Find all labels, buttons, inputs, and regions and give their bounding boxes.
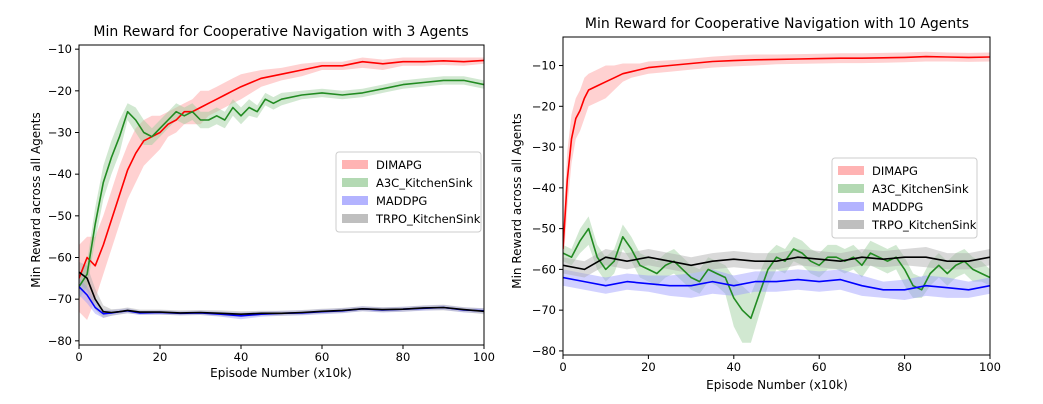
legend-swatch	[342, 196, 368, 205]
x-tick-label: 100	[473, 350, 495, 364]
y-tick-label: −50	[532, 222, 556, 236]
band-trpo-kitchensink	[79, 261, 484, 318]
series-layer	[563, 51, 990, 343]
y-axis-label: Min Reward across all Agents	[510, 113, 524, 289]
band-dimapg	[79, 57, 484, 320]
series-layer	[79, 57, 484, 320]
x-tick-label: 40	[234, 350, 249, 364]
y-tick-label: −60	[532, 262, 556, 276]
band-dimapg	[563, 51, 990, 270]
x-tick-label: 60	[315, 350, 330, 364]
legend-swatch	[342, 178, 368, 187]
chart-3-agents: Min Reward for Cooperative Navigation wi…	[29, 24, 495, 380]
x-tick-label: 20	[153, 350, 168, 364]
x-tick-label: 60	[812, 360, 827, 374]
chart-title: Min Reward for Cooperative Navigation wi…	[585, 16, 969, 32]
legend-swatch	[838, 202, 864, 211]
band-maddpg	[563, 269, 990, 300]
line-dimapg	[79, 59, 484, 279]
line-a3c-kitchensink	[563, 227, 990, 320]
axes-frame	[562, 36, 991, 356]
legend-swatch	[838, 166, 864, 175]
legend-label: MADDPG	[376, 194, 427, 208]
legend-swatch	[342, 160, 368, 169]
x-tick-label: 80	[897, 360, 912, 374]
axes-frame	[78, 44, 485, 346]
y-tick-label: −80	[48, 334, 72, 348]
legend-box	[831, 157, 978, 239]
legend-label: MADDPG	[872, 200, 923, 214]
legend-label: A3C_KitchenSink	[376, 176, 473, 190]
legend-label: TRPO_KitchenSink	[375, 212, 481, 226]
y-tick-label: −20	[532, 99, 556, 113]
legend-swatch	[342, 214, 368, 223]
y-tick-label: −20	[48, 84, 72, 98]
legend-label: A3C_KitchenSink	[872, 182, 969, 196]
line-a3c-kitchensink	[79, 79, 484, 288]
legend-label: DIMAPG	[872, 164, 918, 178]
x-tick-label: 40	[726, 360, 741, 374]
x-tick-label: 80	[396, 350, 411, 364]
legend-label: DIMAPG	[376, 158, 422, 172]
legend-box	[335, 151, 482, 233]
line-dimapg	[563, 55, 990, 250]
x-tick-label: 20	[641, 360, 656, 374]
x-axis-label: Episode Number (x10k)	[706, 378, 848, 392]
x-tick-label: 100	[979, 360, 1001, 374]
y-axis-label: Min Reward across all Agents	[29, 112, 43, 288]
legend-swatch	[838, 220, 864, 229]
line-trpo-kitchensink	[563, 256, 990, 271]
legend: DIMAPG A3C_KitchenSink MADDPG TRPO_KitchenS…	[335, 151, 482, 233]
x-tick-label: 0	[75, 350, 82, 364]
band-a3c-kitchensink	[563, 216, 990, 343]
line-trpo-kitchensink	[79, 271, 484, 316]
y-tick-label: −60	[48, 251, 72, 265]
y-tick-label: −50	[48, 209, 72, 223]
legend-label: TRPO_KitchenSink	[871, 218, 977, 232]
y-tick-label: −70	[532, 303, 556, 317]
y-tick-label: −30	[532, 140, 556, 154]
plot-area: 0 20 40 60 80 100 −80 −70 −60 −50 −40 −30 −20 −10 DIMA…	[48, 42, 495, 364]
chart-10-agents: Min Reward for Cooperative Navigation wi…	[510, 16, 1001, 392]
y-tick-label: −80	[532, 344, 556, 358]
y-tick-label: −40	[48, 167, 72, 181]
band-trpo-kitchensink	[563, 247, 990, 278]
legend: DIMAPG A3C_KitchenSink MADDPG TRPO_KitchenS…	[831, 157, 978, 239]
x-axis-label: Episode Number (x10k)	[210, 366, 352, 380]
y-tick-label: −10	[532, 59, 556, 73]
plot-area: 0 20 40 60 80 100 −80 −70 −60 −50 −40 −30 −20 −10 DIMA…	[532, 36, 1001, 374]
y-tick-label: −70	[48, 292, 72, 306]
y-tick-label: −30	[48, 126, 72, 140]
y-tick-label: −10	[48, 42, 72, 56]
line-maddpg	[563, 276, 990, 291]
x-tick-label: 0	[559, 360, 566, 374]
chart-title: Min Reward for Cooperative Navigation wi…	[93, 24, 468, 40]
y-tick-label: −40	[532, 181, 556, 195]
legend-swatch	[838, 184, 864, 193]
